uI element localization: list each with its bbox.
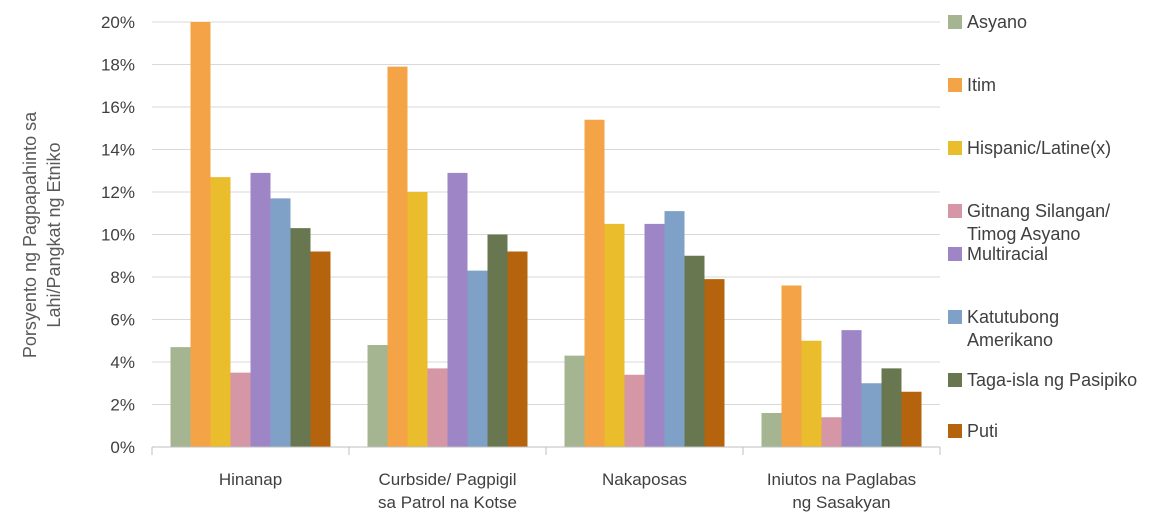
y-axis-label: Porsyento ng Pagpapahinto sa Lahi/Pangkat… bbox=[20, 111, 64, 358]
y-tick-label: 2% bbox=[110, 396, 135, 415]
legend-swatch bbox=[948, 424, 962, 438]
bar-multiracial-0 bbox=[250, 172, 271, 447]
y-tick-label: 16% bbox=[101, 98, 135, 117]
legend-label: Puti bbox=[967, 421, 998, 441]
bar-puti-0 bbox=[310, 251, 331, 447]
bar-gitnang-silangan-timog-asyano-2 bbox=[624, 374, 645, 447]
bar-itim-2 bbox=[584, 119, 605, 447]
y-tick-label: 12% bbox=[101, 183, 135, 202]
x-axis bbox=[151, 446, 941, 455]
bars bbox=[170, 22, 922, 447]
bar-puti-1 bbox=[507, 251, 528, 447]
y-tick-label: 4% bbox=[110, 353, 135, 372]
bar-gitnang-silangan-timog-asyano-1 bbox=[427, 368, 448, 447]
legend-label: Asyano bbox=[967, 12, 1027, 32]
category-label: Hinanap bbox=[219, 470, 282, 489]
bar-itim-0 bbox=[190, 22, 211, 447]
y-tick-label: 20% bbox=[101, 13, 135, 32]
y-axis-title: Porsyento ng Pagpapahinto sa Lahi/Pangkat… bbox=[20, 111, 64, 358]
bar-multiracial-1 bbox=[447, 172, 468, 447]
bar-taga-isla-ng-pasipiko-1 bbox=[487, 234, 508, 447]
category-labels: Hinanap Curbside/ Pagpigil sa Patrol na Ko… bbox=[219, 470, 916, 512]
legend-swatch bbox=[948, 78, 962, 92]
bar-katutubong-amerikano-1 bbox=[467, 270, 488, 447]
bar-multiracial-3 bbox=[841, 330, 862, 447]
legend-label: Gitnang Silangan/Timog Asyano bbox=[967, 201, 1110, 244]
y-tick-label: 10% bbox=[101, 226, 135, 245]
legend-label: Multiracial bbox=[967, 244, 1048, 264]
category-label: Nakaposas bbox=[602, 470, 687, 489]
bar-hispanic-latine-x-3 bbox=[801, 340, 822, 447]
legend-swatch bbox=[948, 310, 962, 324]
legend-label: Taga-isla ng Pasipiko bbox=[967, 370, 1137, 390]
legend-swatch bbox=[948, 15, 962, 29]
bar-asyano-1 bbox=[367, 345, 388, 447]
legend-label: Itim bbox=[967, 75, 996, 95]
category-label: Curbside/ Pagpigil sa Patrol na Kotse bbox=[378, 470, 517, 512]
y-tick-label: 14% bbox=[101, 141, 135, 160]
y-tick-label: 0% bbox=[110, 438, 135, 457]
bar-asyano-2 bbox=[564, 355, 585, 447]
bar-itim-3 bbox=[781, 285, 802, 447]
bar-taga-isla-ng-pasipiko-0 bbox=[290, 228, 311, 447]
bar-puti-2 bbox=[704, 279, 725, 447]
bar-asyano-0 bbox=[170, 347, 191, 447]
bar-hispanic-latine-x-0 bbox=[210, 177, 231, 447]
bar-gitnang-silangan-timog-asyano-0 bbox=[230, 372, 251, 447]
bar-katutubong-amerikano-0 bbox=[270, 198, 291, 447]
legend-swatch bbox=[948, 204, 962, 218]
y-tick-label: 18% bbox=[101, 56, 135, 75]
bar-gitnang-silangan-timog-asyano-3 bbox=[821, 417, 842, 447]
y-tick-label: 6% bbox=[110, 311, 135, 330]
bar-taga-isla-ng-pasipiko-3 bbox=[881, 368, 902, 447]
bar-katutubong-amerikano-2 bbox=[664, 211, 685, 447]
legend-swatch bbox=[948, 247, 962, 261]
y-tick-label: 8% bbox=[110, 268, 135, 287]
legend-swatch bbox=[948, 141, 962, 155]
legend: Asyano Itim Hispanic/Latine(x) Gitnang Sila… bbox=[948, 12, 1137, 441]
category-label: Iniutos na Paglabas ng Sasakyan bbox=[767, 470, 916, 512]
y-axis-ticks: 0% 2% 4% 6% 8% 10% 12% 14% 16% 18% 20% bbox=[101, 13, 135, 457]
bar-puti-3 bbox=[901, 391, 922, 447]
bar-hispanic-latine-x-2 bbox=[604, 223, 625, 447]
legend-swatch bbox=[948, 373, 962, 387]
bar-hispanic-latine-x-1 bbox=[407, 192, 428, 447]
bar-asyano-3 bbox=[761, 413, 782, 447]
bar-multiracial-2 bbox=[644, 223, 665, 447]
bar-taga-isla-ng-pasipiko-2 bbox=[684, 255, 705, 447]
legend-label: Hispanic/Latine(x) bbox=[967, 138, 1111, 158]
bar-itim-1 bbox=[387, 66, 408, 447]
bar-katutubong-amerikano-3 bbox=[861, 383, 882, 447]
legend-label: Katutubong Amerikano bbox=[967, 307, 1059, 350]
